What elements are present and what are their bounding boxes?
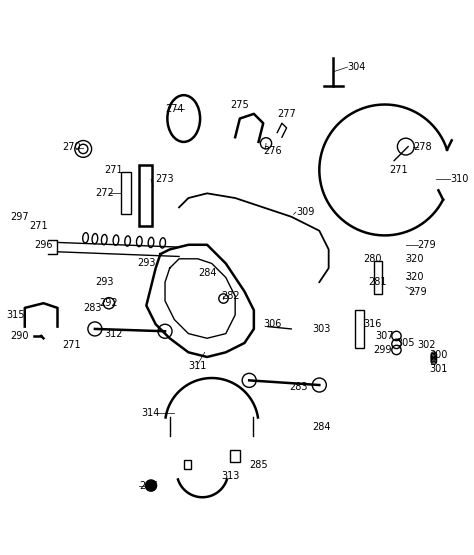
Text: 310: 310 (450, 174, 469, 184)
Text: 284: 284 (198, 268, 216, 278)
Text: 306: 306 (263, 319, 282, 329)
Text: 273: 273 (155, 174, 174, 184)
Bar (120, 172, 131, 214)
Text: 304: 304 (347, 62, 366, 72)
Text: 292: 292 (100, 298, 118, 308)
Text: 283: 283 (289, 382, 308, 392)
Text: 275: 275 (230, 99, 249, 109)
Text: 320: 320 (406, 254, 424, 264)
Text: 271: 271 (104, 165, 123, 175)
Bar (139, 165, 153, 226)
Text: 284: 284 (312, 422, 331, 432)
Text: 315: 315 (6, 310, 25, 320)
Text: 305: 305 (396, 338, 415, 348)
Text: 293: 293 (95, 277, 113, 287)
Text: 278: 278 (413, 142, 431, 152)
Bar (355, 310, 364, 347)
Text: 309: 309 (296, 207, 314, 217)
Text: 280: 280 (364, 254, 382, 264)
Text: 303: 303 (312, 324, 331, 334)
Text: 301: 301 (429, 364, 447, 374)
Bar (374, 261, 382, 294)
Bar (184, 460, 191, 469)
Text: 297: 297 (11, 211, 29, 221)
Text: 296: 296 (34, 240, 53, 250)
Text: 312: 312 (104, 329, 123, 339)
Text: 313: 313 (221, 471, 239, 481)
Text: 285: 285 (249, 460, 268, 470)
Text: 307: 307 (375, 331, 394, 341)
Text: 300: 300 (429, 350, 447, 360)
Text: 290: 290 (11, 331, 29, 341)
Text: 271: 271 (62, 340, 81, 350)
Text: 281: 281 (368, 277, 387, 287)
Text: 277: 277 (277, 109, 296, 119)
Text: 316: 316 (364, 319, 382, 329)
Text: 279: 279 (408, 286, 427, 296)
Text: 311: 311 (188, 361, 207, 371)
Circle shape (146, 480, 156, 491)
Text: 279: 279 (418, 240, 436, 250)
Text: 272: 272 (95, 188, 114, 198)
Text: 320: 320 (406, 273, 424, 282)
Text: 302: 302 (418, 340, 436, 350)
Text: 276: 276 (263, 147, 282, 157)
Text: 283: 283 (83, 303, 102, 313)
Bar (230, 451, 240, 462)
Text: 271: 271 (29, 221, 48, 231)
Text: 293: 293 (137, 259, 155, 269)
Text: 282: 282 (221, 291, 240, 301)
Text: 299: 299 (373, 345, 392, 355)
Text: 314: 314 (142, 408, 160, 418)
Text: 271: 271 (390, 165, 408, 175)
Text: 274: 274 (165, 104, 183, 114)
Text: 287: 287 (139, 481, 158, 491)
Text: 270: 270 (62, 142, 81, 152)
